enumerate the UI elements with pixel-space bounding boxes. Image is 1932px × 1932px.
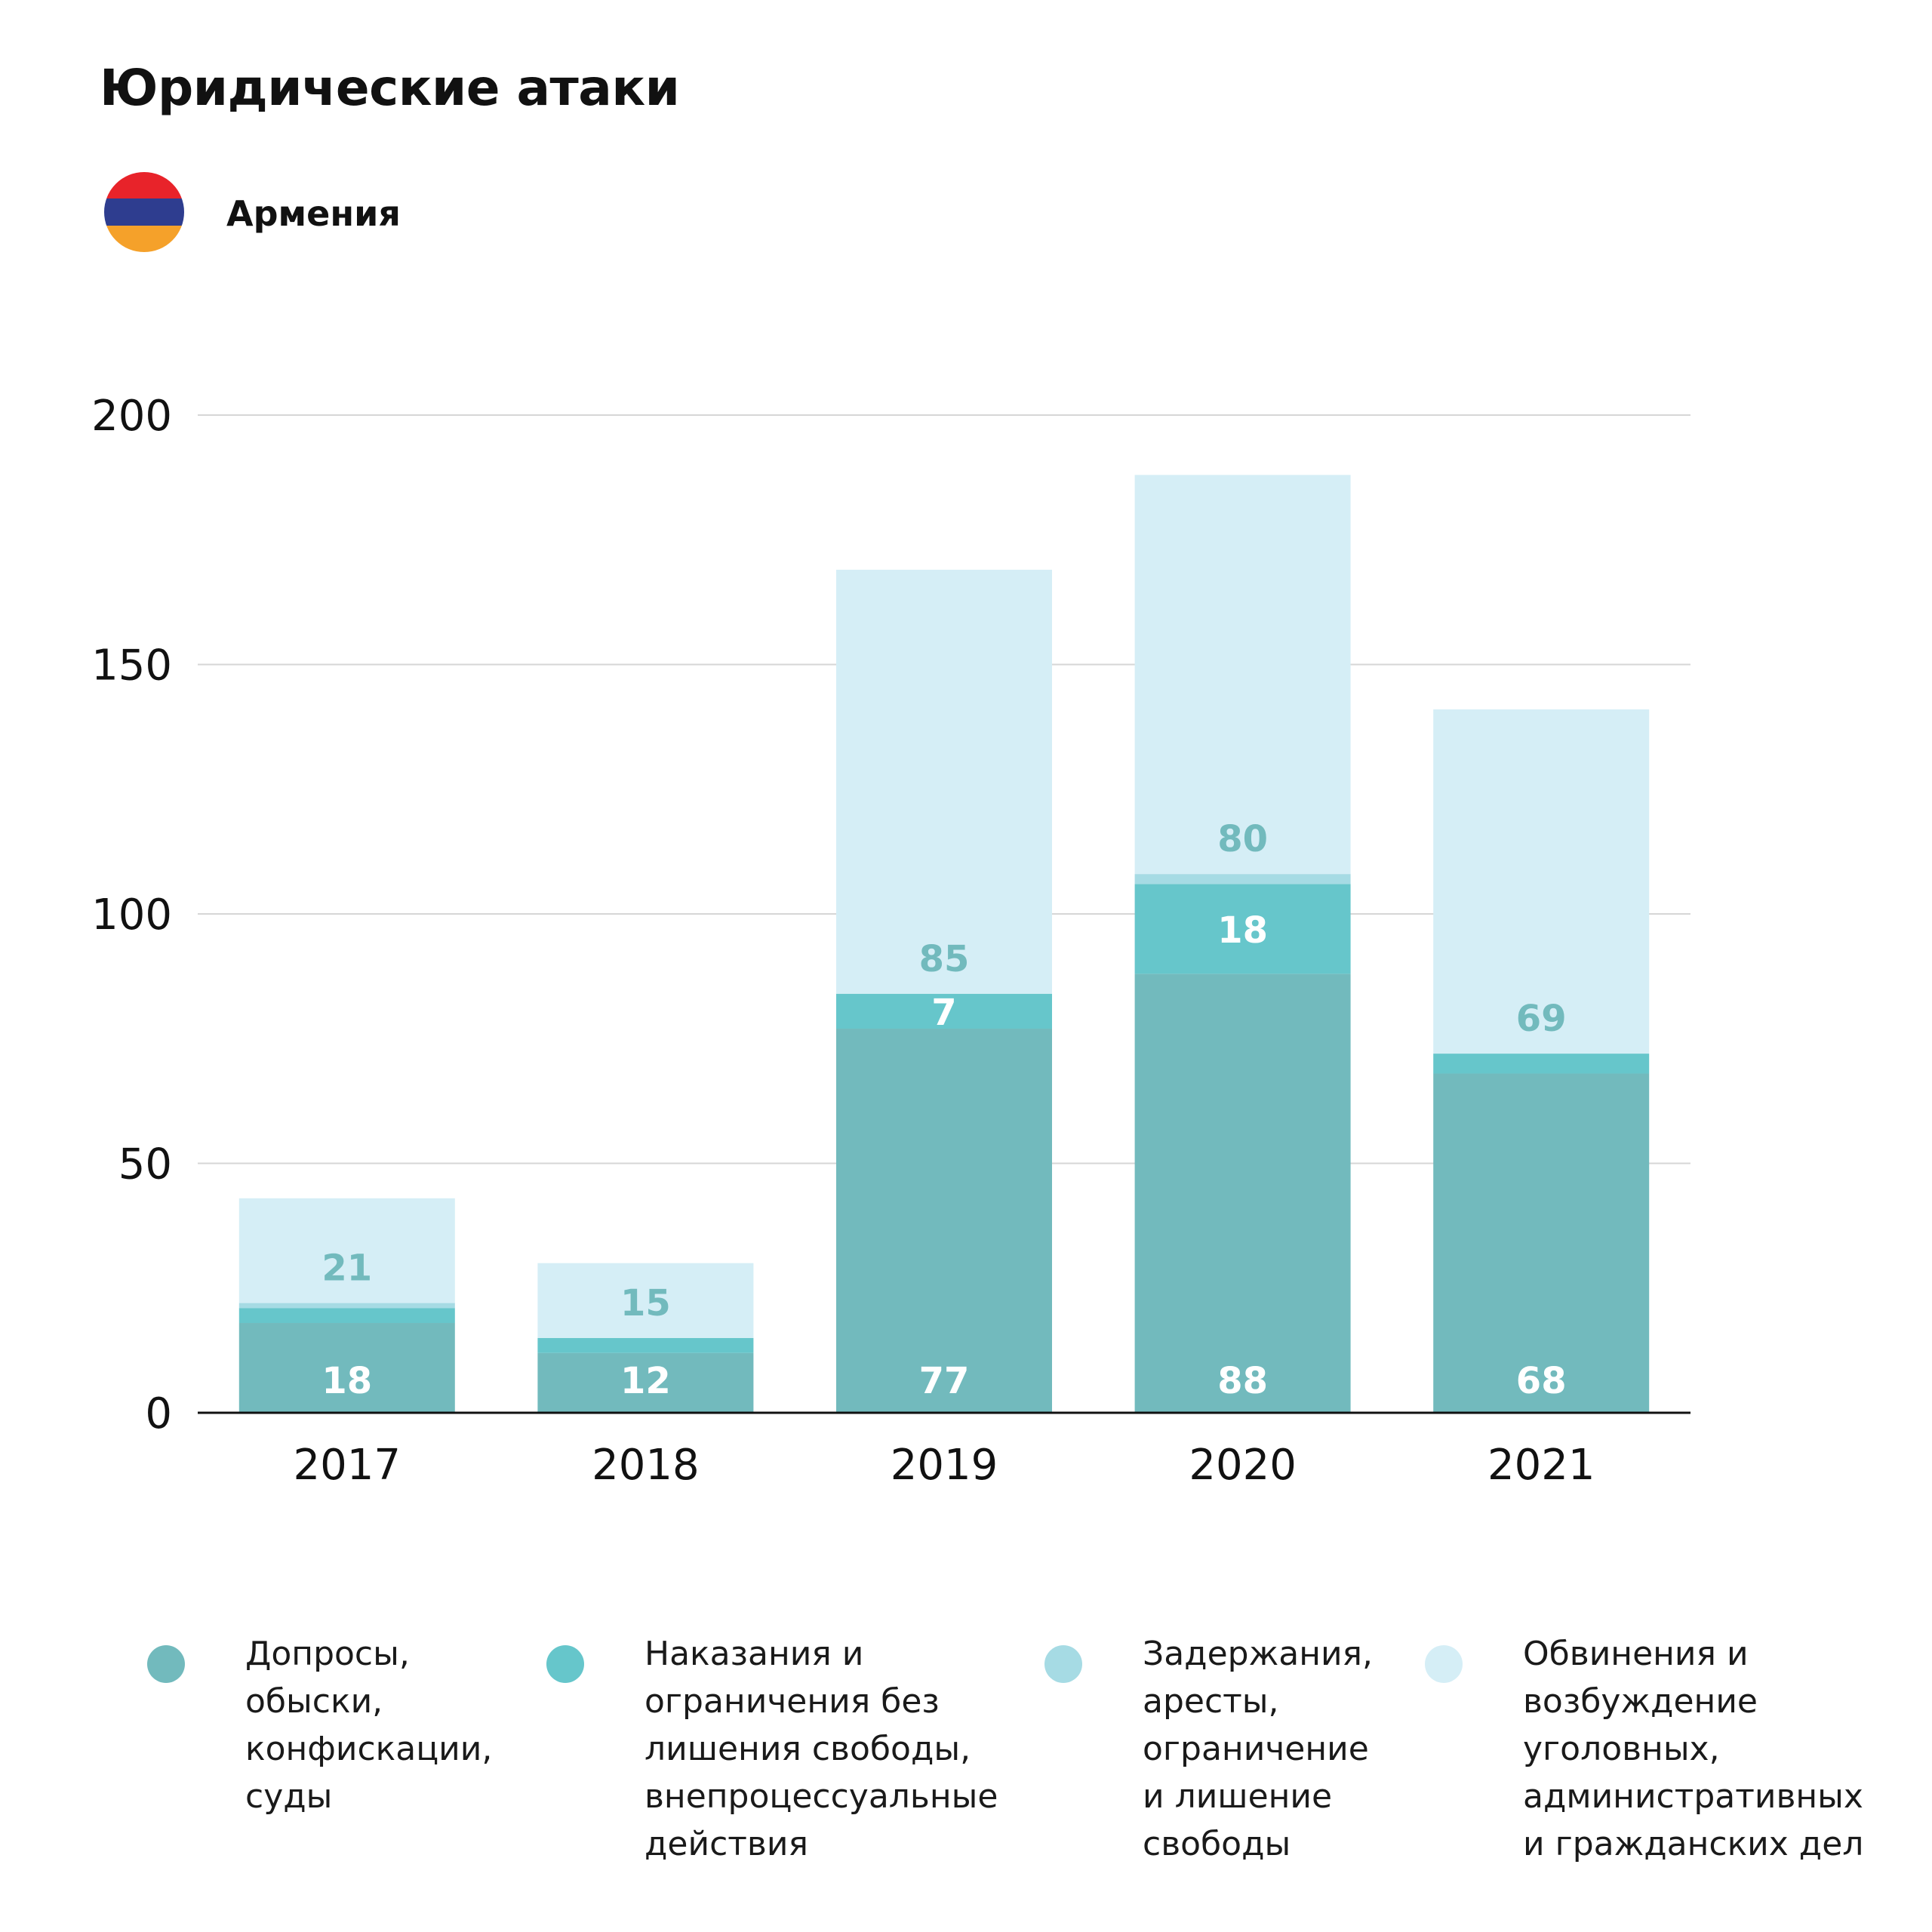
chart-title: Юридические атаки xyxy=(100,59,680,117)
legend-label-line: и лишение xyxy=(1143,1777,1333,1816)
legend-label-line: Допросы, xyxy=(245,1635,410,1673)
legend-label-line: внепроцессуальные xyxy=(645,1777,998,1816)
data-label: 80 xyxy=(1217,818,1268,860)
legend-label: Задержания, аресты, ограничение и лишение св… xyxy=(1143,1630,1373,1868)
flag-stripe-blue xyxy=(104,198,184,226)
legend-label-line: свободы xyxy=(1143,1825,1291,1863)
country-label: Армения xyxy=(226,193,401,234)
legend-label-line: лишения свободы, xyxy=(645,1730,971,1768)
x-tick-label: 2017 xyxy=(294,1441,401,1490)
bar-segment xyxy=(537,1352,754,1413)
data-label: 15 xyxy=(620,1282,671,1324)
bar-segment xyxy=(238,1303,455,1309)
legend-label-line: действия xyxy=(645,1825,808,1863)
legend-label-line: Наказания и xyxy=(645,1635,864,1673)
bar-segment xyxy=(836,1029,1052,1413)
legend-swatch xyxy=(546,1645,584,1683)
y-tick-label: 50 xyxy=(118,1140,172,1189)
legend-swatch xyxy=(1425,1645,1463,1683)
bar-segment xyxy=(238,1198,455,1303)
data-label: 88 xyxy=(1217,1360,1268,1402)
bar-segment xyxy=(1134,974,1351,1413)
y-tick-label: 0 xyxy=(145,1389,172,1438)
legend-label-line: конфискации, xyxy=(245,1730,493,1768)
legend-label-line: ограничение xyxy=(1143,1730,1369,1768)
bar-segment xyxy=(1433,1054,1650,1074)
legend-label-line: Обвинения и xyxy=(1523,1635,1749,1673)
legend-label-line: Задержания, xyxy=(1143,1635,1374,1673)
bar-segment xyxy=(1134,475,1351,875)
legend-label-line: обыски, xyxy=(245,1682,383,1721)
legend-label-line: суды xyxy=(245,1777,333,1816)
legend-label-line: и гражданских дел xyxy=(1523,1825,1864,1863)
bar-segment xyxy=(537,1337,754,1353)
data-label: 18 xyxy=(1217,909,1268,952)
bar-segment xyxy=(537,1263,754,1338)
legend: Допросы, обыски, конфискации, суды Наказания… xyxy=(0,1630,1932,1887)
data-label: 18 xyxy=(321,1360,372,1402)
x-tick-label: 2021 xyxy=(1487,1441,1595,1490)
data-label: 7 xyxy=(931,992,956,1034)
bar-segment xyxy=(238,1323,455,1413)
x-tick-label: 2019 xyxy=(891,1441,998,1490)
data-label: 68 xyxy=(1516,1360,1567,1402)
y-tick-label: 100 xyxy=(91,891,172,940)
data-label: 21 xyxy=(321,1247,372,1290)
bar-segment xyxy=(1134,874,1351,884)
stacked-bar-chart: 0501001502001821201712152018777852019881… xyxy=(91,392,1690,1490)
y-tick-label: 150 xyxy=(91,641,172,691)
bar-segment xyxy=(836,993,1052,1029)
legend-swatch xyxy=(1044,1645,1082,1683)
legend-swatch xyxy=(147,1645,185,1683)
legend-label: Обвинения и возбуждение уголовных, админист… xyxy=(1523,1630,1863,1868)
bar-segment xyxy=(1433,709,1650,1054)
data-label: 77 xyxy=(919,1360,970,1402)
legend-label: Наказания и ограничения без лишения свобод… xyxy=(645,1630,998,1868)
x-tick-label: 2020 xyxy=(1189,1441,1297,1490)
bar-segment xyxy=(238,1308,455,1324)
data-label: 12 xyxy=(620,1360,671,1402)
data-label: 69 xyxy=(1516,998,1567,1040)
legend-label-line: возбуждение xyxy=(1523,1682,1758,1721)
legend-label-line: аресты, xyxy=(1143,1682,1279,1721)
legend-label-line: административных xyxy=(1523,1777,1863,1816)
bar-segment xyxy=(836,569,1052,994)
legend-label-line: уголовных, xyxy=(1523,1730,1720,1768)
legend-label-line: ограничения без xyxy=(645,1682,940,1721)
bar-segment xyxy=(1134,884,1351,974)
data-label: 85 xyxy=(919,938,970,980)
legend-label: Допросы, обыски, конфискации, суды xyxy=(245,1630,492,1820)
y-tick-label: 200 xyxy=(91,392,172,441)
x-tick-label: 2018 xyxy=(592,1441,700,1490)
bar-segment xyxy=(1433,1073,1650,1413)
